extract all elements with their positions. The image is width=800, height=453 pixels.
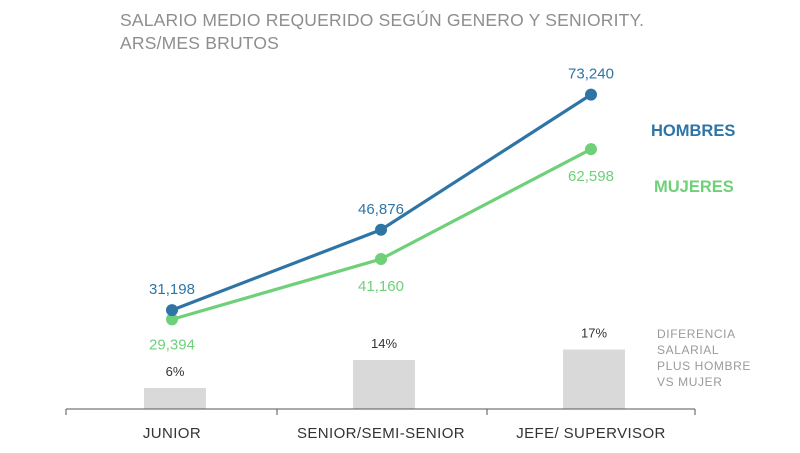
data-point-mujeres bbox=[375, 253, 387, 266]
legend-hombres: HOMBRES bbox=[651, 122, 735, 140]
bar-legend-line: VS MUJER bbox=[657, 375, 723, 389]
bar-legend-line: PLUS HOMBRE bbox=[657, 359, 751, 373]
title-line-2: ARS/MES BRUTOS bbox=[120, 33, 280, 53]
title-line-1: SALARIO MEDIO REQUERIDO SEGÚN GENERO Y S… bbox=[120, 10, 645, 30]
mujeres-value-label: 41,160 bbox=[358, 278, 404, 295]
hombres-value-label: 73,240 bbox=[568, 66, 614, 83]
diff-bar-label: 14% bbox=[371, 336, 397, 351]
bar-legend-label: DIFERENCIA SALARIAL PLUS HOMBRE VS MUJER bbox=[657, 326, 751, 390]
mujeres-value-label: 29,394 bbox=[149, 336, 195, 353]
diff-bar bbox=[144, 388, 206, 409]
x-tick-label: JEFE/ SUPERVISOR bbox=[516, 425, 666, 442]
bar-legend-line: DIFERENCIA bbox=[657, 327, 736, 341]
diff-bar-label: 17% bbox=[581, 326, 607, 341]
bar-legend-line: SALARIAL bbox=[657, 343, 720, 357]
data-point-hombres bbox=[375, 223, 387, 236]
mujeres-value-label: 62,598 bbox=[568, 168, 614, 185]
hombres-value-label: 46,876 bbox=[358, 201, 404, 218]
diff-bar bbox=[563, 349, 625, 409]
data-point-hombres bbox=[166, 304, 178, 317]
data-point-hombres bbox=[585, 88, 597, 101]
diff-bar-label: 6% bbox=[166, 364, 185, 379]
data-point-mujeres bbox=[585, 143, 597, 156]
x-tick-label: SENIOR/SEMI-SENIOR bbox=[297, 425, 465, 442]
diff-bar bbox=[353, 360, 415, 409]
legend-mujeres: MUJERES bbox=[654, 178, 734, 196]
x-tick-label: JUNIOR bbox=[143, 425, 201, 442]
chart-title: SALARIO MEDIO REQUERIDO SEGÚN GENERO Y S… bbox=[120, 9, 760, 55]
hombres-value-label: 31,198 bbox=[149, 281, 195, 298]
data-point-mujeres bbox=[166, 313, 178, 326]
